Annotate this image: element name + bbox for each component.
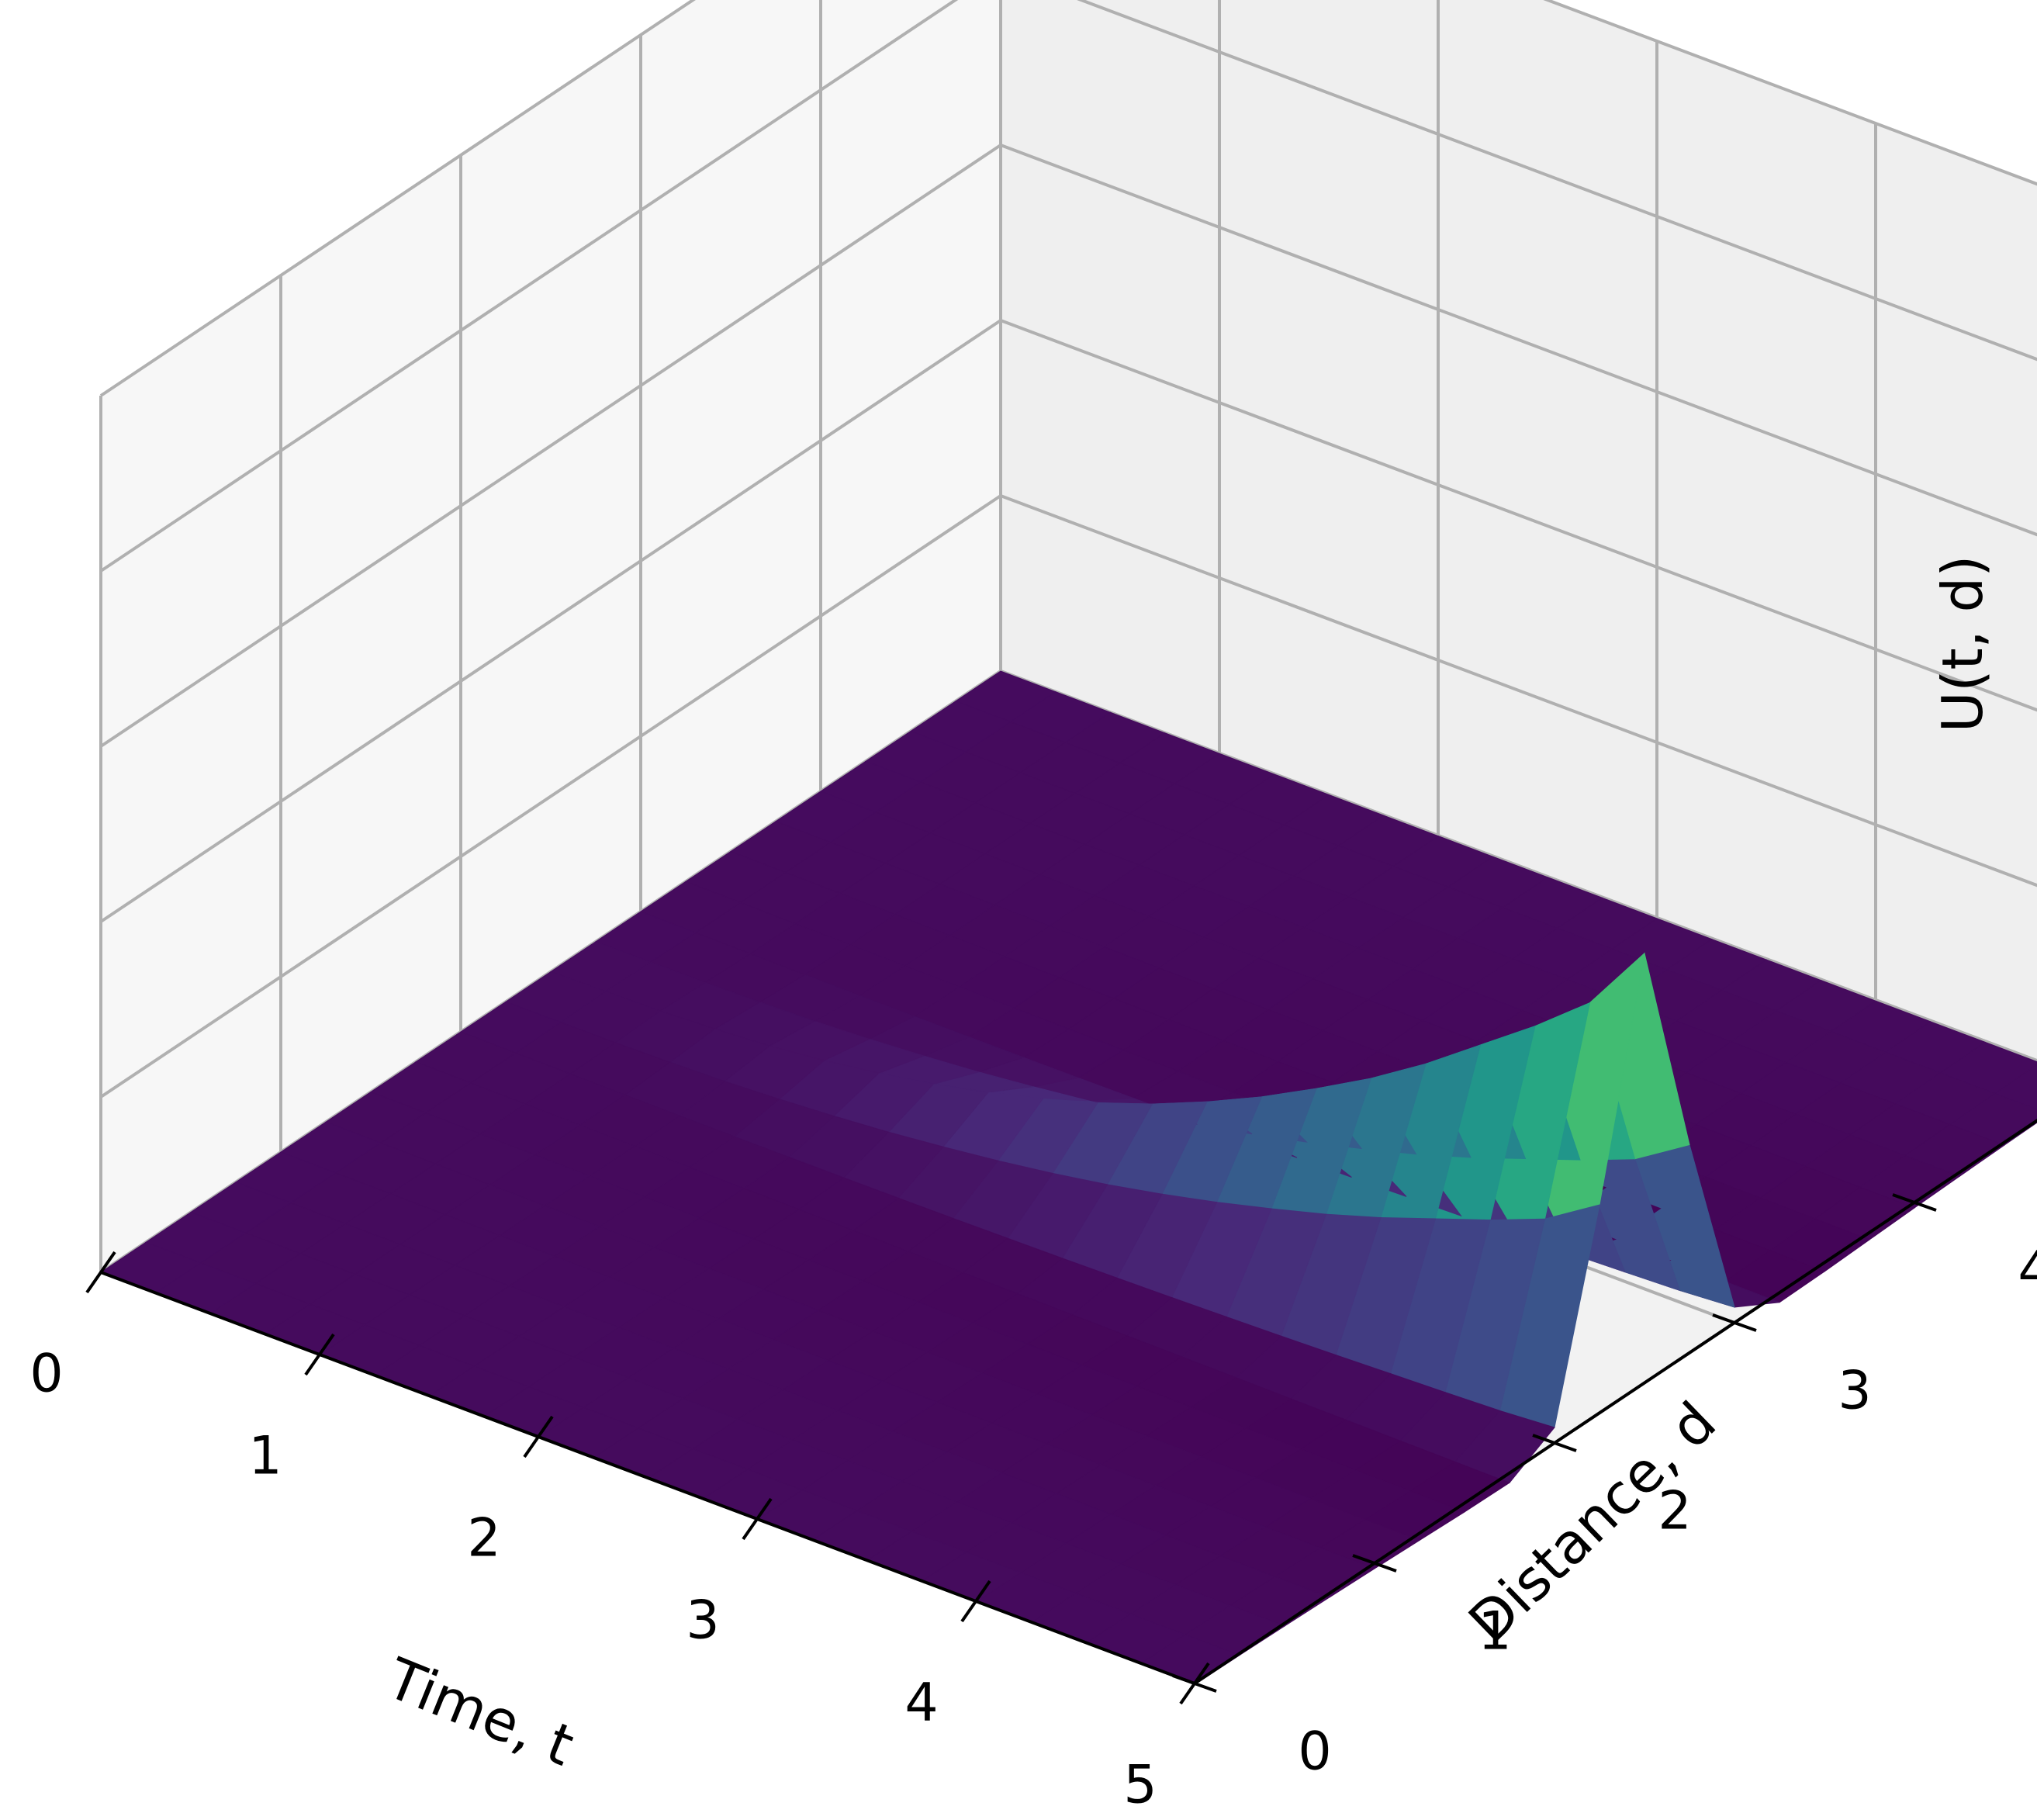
x-tick-label: 4: [904, 1673, 938, 1734]
grid-line-z: [99, 0, 696, 397]
axis-lines: [100, 1119, 2037, 1685]
grid-line-z: [99, 0, 959, 573]
x-tick-mark: [85, 1251, 116, 1294]
left-pane: [101, 0, 1001, 1272]
x-tick-mark: [523, 1415, 554, 1458]
y-tick-label: 0: [1298, 1721, 1331, 1783]
grid-line-z: [1000, 144, 2037, 537]
grid-line-z: [99, 319, 1002, 923]
y-axis-line: [1193, 1119, 2037, 1685]
y-tick-label: 4: [2018, 1240, 2037, 1302]
z-axis-label: U(t, d): [1930, 555, 1995, 733]
surface-mesh: [99, 670, 2037, 1686]
x-tick-label: 0: [29, 1344, 63, 1405]
y-tick-mark: [1892, 1193, 1937, 1212]
grid-line-z: [99, 494, 1002, 1099]
x-tick-label: 1: [248, 1426, 282, 1487]
tick-marks: [85, 1193, 1937, 1705]
x-axis-line: [100, 1271, 1195, 1685]
y-tick-mark: [1532, 1434, 1577, 1452]
y-tick-label: 3: [1838, 1361, 1871, 1422]
y-tick-mark: [1172, 1674, 1217, 1693]
x-tick-label: 2: [467, 1508, 500, 1569]
x-tick-mark: [960, 1580, 991, 1623]
x-tick-label: 3: [686, 1590, 719, 1652]
x-axis-label: Time, t: [378, 1645, 583, 1779]
grid-line-z: [99, 144, 1002, 748]
grid-line-z: [1000, 319, 2037, 712]
x-tick-label: 5: [1123, 1755, 1157, 1816]
x-tick-mark: [742, 1497, 773, 1541]
grid-line-z: [1000, 494, 2037, 888]
back-pane: [1001, 0, 2037, 1061]
grid-line-z: [1543, 0, 2037, 186]
x-tick-mark: [304, 1333, 335, 1376]
y-tick-label: 2: [1658, 1481, 1691, 1542]
grid-line-z: [1077, 0, 2037, 362]
y-tick-mark: [1352, 1554, 1397, 1573]
y-tick-mark: [1712, 1313, 1757, 1332]
y-tick-label: 1: [1478, 1601, 1511, 1663]
tick-labels: 012345012345020406080100: [29, 1240, 2037, 1816]
